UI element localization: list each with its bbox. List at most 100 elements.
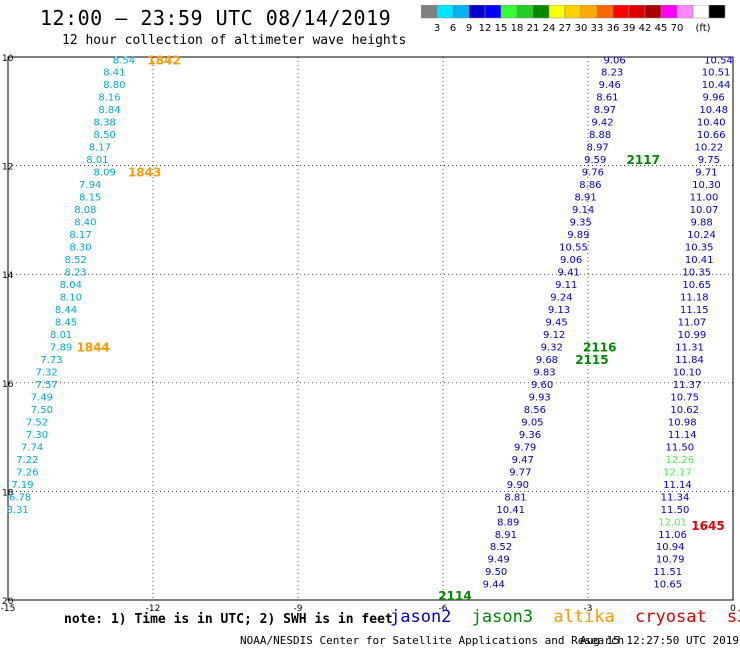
pass-label: 1645 [691,519,724,533]
wave-height-value: 7.52 [26,417,48,428]
wave-height-value: 7.57 [36,380,58,391]
wave-height-value: 9.35 [570,218,592,229]
wave-height-value: 10.99 [678,330,707,341]
wave-height-value: 9.83 [533,367,555,378]
wave-height-value: 8.81 [504,492,526,503]
satellite-jason2: jason2 [390,607,452,627]
satellite-altika: altika [553,607,615,627]
wave-height-value: 9.88 [690,218,712,229]
wave-height-value: 9.41 [558,267,580,278]
wave-height-value: 8.54 [113,56,135,67]
wave-height-value: 9.76 [582,168,604,179]
wave-height-value: 8.17 [89,143,111,154]
y-tick-label: 18 [2,488,14,498]
colorbar-label: 12 [479,23,492,34]
pass-label: 1844 [76,340,109,354]
wave-height-value: 10.44 [702,80,731,91]
y-tick-label: 12 [2,163,13,173]
wave-height-value: 10.98 [668,417,697,428]
wave-height-value: 11.06 [658,530,687,541]
y-tick-label: 20 [2,597,14,607]
wave-height-value: 11.14 [668,430,697,441]
wave-height-value: 8.10 [60,292,82,303]
wave-height-value: 12.17 [663,467,692,478]
wave-height-value: 10.79 [656,555,685,566]
wave-height-value: 8.50 [94,130,116,141]
wave-height-value: 6.78 [9,492,31,503]
wave-height-value: 8.31 [7,505,29,516]
wave-height-value: 9.14 [572,205,594,216]
colorbar-label: 15 [495,23,508,34]
wave-height-value: 9.93 [529,392,551,403]
wave-height-value: 7.94 [79,180,101,191]
wave-height-value: 7.50 [31,405,53,416]
wave-height-value: 8.01 [86,155,108,166]
colorbar-label: 3 [434,23,440,34]
colorbar-label: 33 [591,23,604,34]
wave-height-value: 9.89 [567,230,589,241]
wave-height-value: 9.44 [483,580,505,591]
wave-height-value: 7.89 [50,342,72,353]
wave-height-value: 9.11 [555,280,577,291]
wave-height-value: 10.75 [670,392,699,403]
colorbar-swatch [564,5,582,19]
x-tick-label: -15 [1,604,16,614]
colorbar-label: (ft) [695,23,710,34]
wave-height-value: 9.50 [485,567,507,578]
wave-height-value: 9.47 [512,455,534,466]
colorbar-swatch [660,5,678,19]
wave-height-value: 11.07 [678,317,707,328]
wave-height-value: 8.40 [74,218,96,229]
wave-height-value: 8.23 [65,267,87,278]
colorbar-swatch [421,5,438,19]
wave-height-value: 8.88 [589,130,611,141]
satellite-legend: jason2 jason3 altika cryosat s3a [390,607,740,627]
wave-height-value: 10.54 [704,56,733,67]
y-tick-label: 14 [2,271,14,281]
wave-height-value: 8.23 [601,68,623,79]
wave-height-value: 9.68 [536,355,558,366]
wave-height-value: 8.80 [103,80,125,91]
wave-height-value: 9.96 [703,93,725,104]
wave-height-value: 8.84 [98,105,120,116]
plot-frame [7,56,734,601]
colorbar-swatch [628,5,646,19]
y-tick-label: 10 [2,54,14,64]
pass-label: 1843 [128,166,161,180]
x-tick-label: -3 [584,604,593,614]
wave-height-value: 9.06 [603,56,625,67]
wave-height-value: 9.60 [531,380,553,391]
wave-height-value: 8.56 [524,405,546,416]
colorbar-swatch [676,5,694,19]
wave-height-value: 7.22 [16,455,38,466]
colorbar-swatch [708,5,726,19]
wave-height-value: 8.09 [94,168,116,179]
colorbar-label: 30 [575,23,588,34]
wave-height-value: 12.01 [658,517,687,528]
wave-height-value: 10.51 [702,68,731,79]
wave-height-value: 10.55 [559,243,588,254]
wave-height-value: 7.49 [31,392,53,403]
wave-height-value: 8.04 [60,280,82,291]
wave-height-value: 11.84 [675,355,704,366]
colorbar-swatch [532,5,550,19]
wave-height-value: 8.86 [579,180,601,191]
wave-height-value: 9.71 [695,168,717,179]
wave-height-value: 9.12 [543,330,565,341]
wave-height-value: 11.34 [661,492,690,503]
wave-height-value: 9.06 [560,255,582,266]
colorbar-swatch [436,5,454,19]
wave-height-value: 10.40 [697,118,726,129]
colorbar-swatch [596,5,614,19]
wave-height-value: 11.18 [680,292,709,303]
x-tick-label: -12 [146,604,161,614]
wave-height-value: 11.00 [690,193,719,204]
wave-height-value: 9.59 [584,155,606,166]
pass-label: 1842 [147,54,180,68]
wave-height-value: 8.16 [98,93,120,104]
wave-height-value: 9.32 [541,342,563,353]
wave-height-value: 9.36 [519,430,541,441]
colorbar-label: 18 [511,23,524,34]
wave-height-value: 11.50 [666,442,695,453]
wave-height-value: 10.62 [670,405,699,416]
